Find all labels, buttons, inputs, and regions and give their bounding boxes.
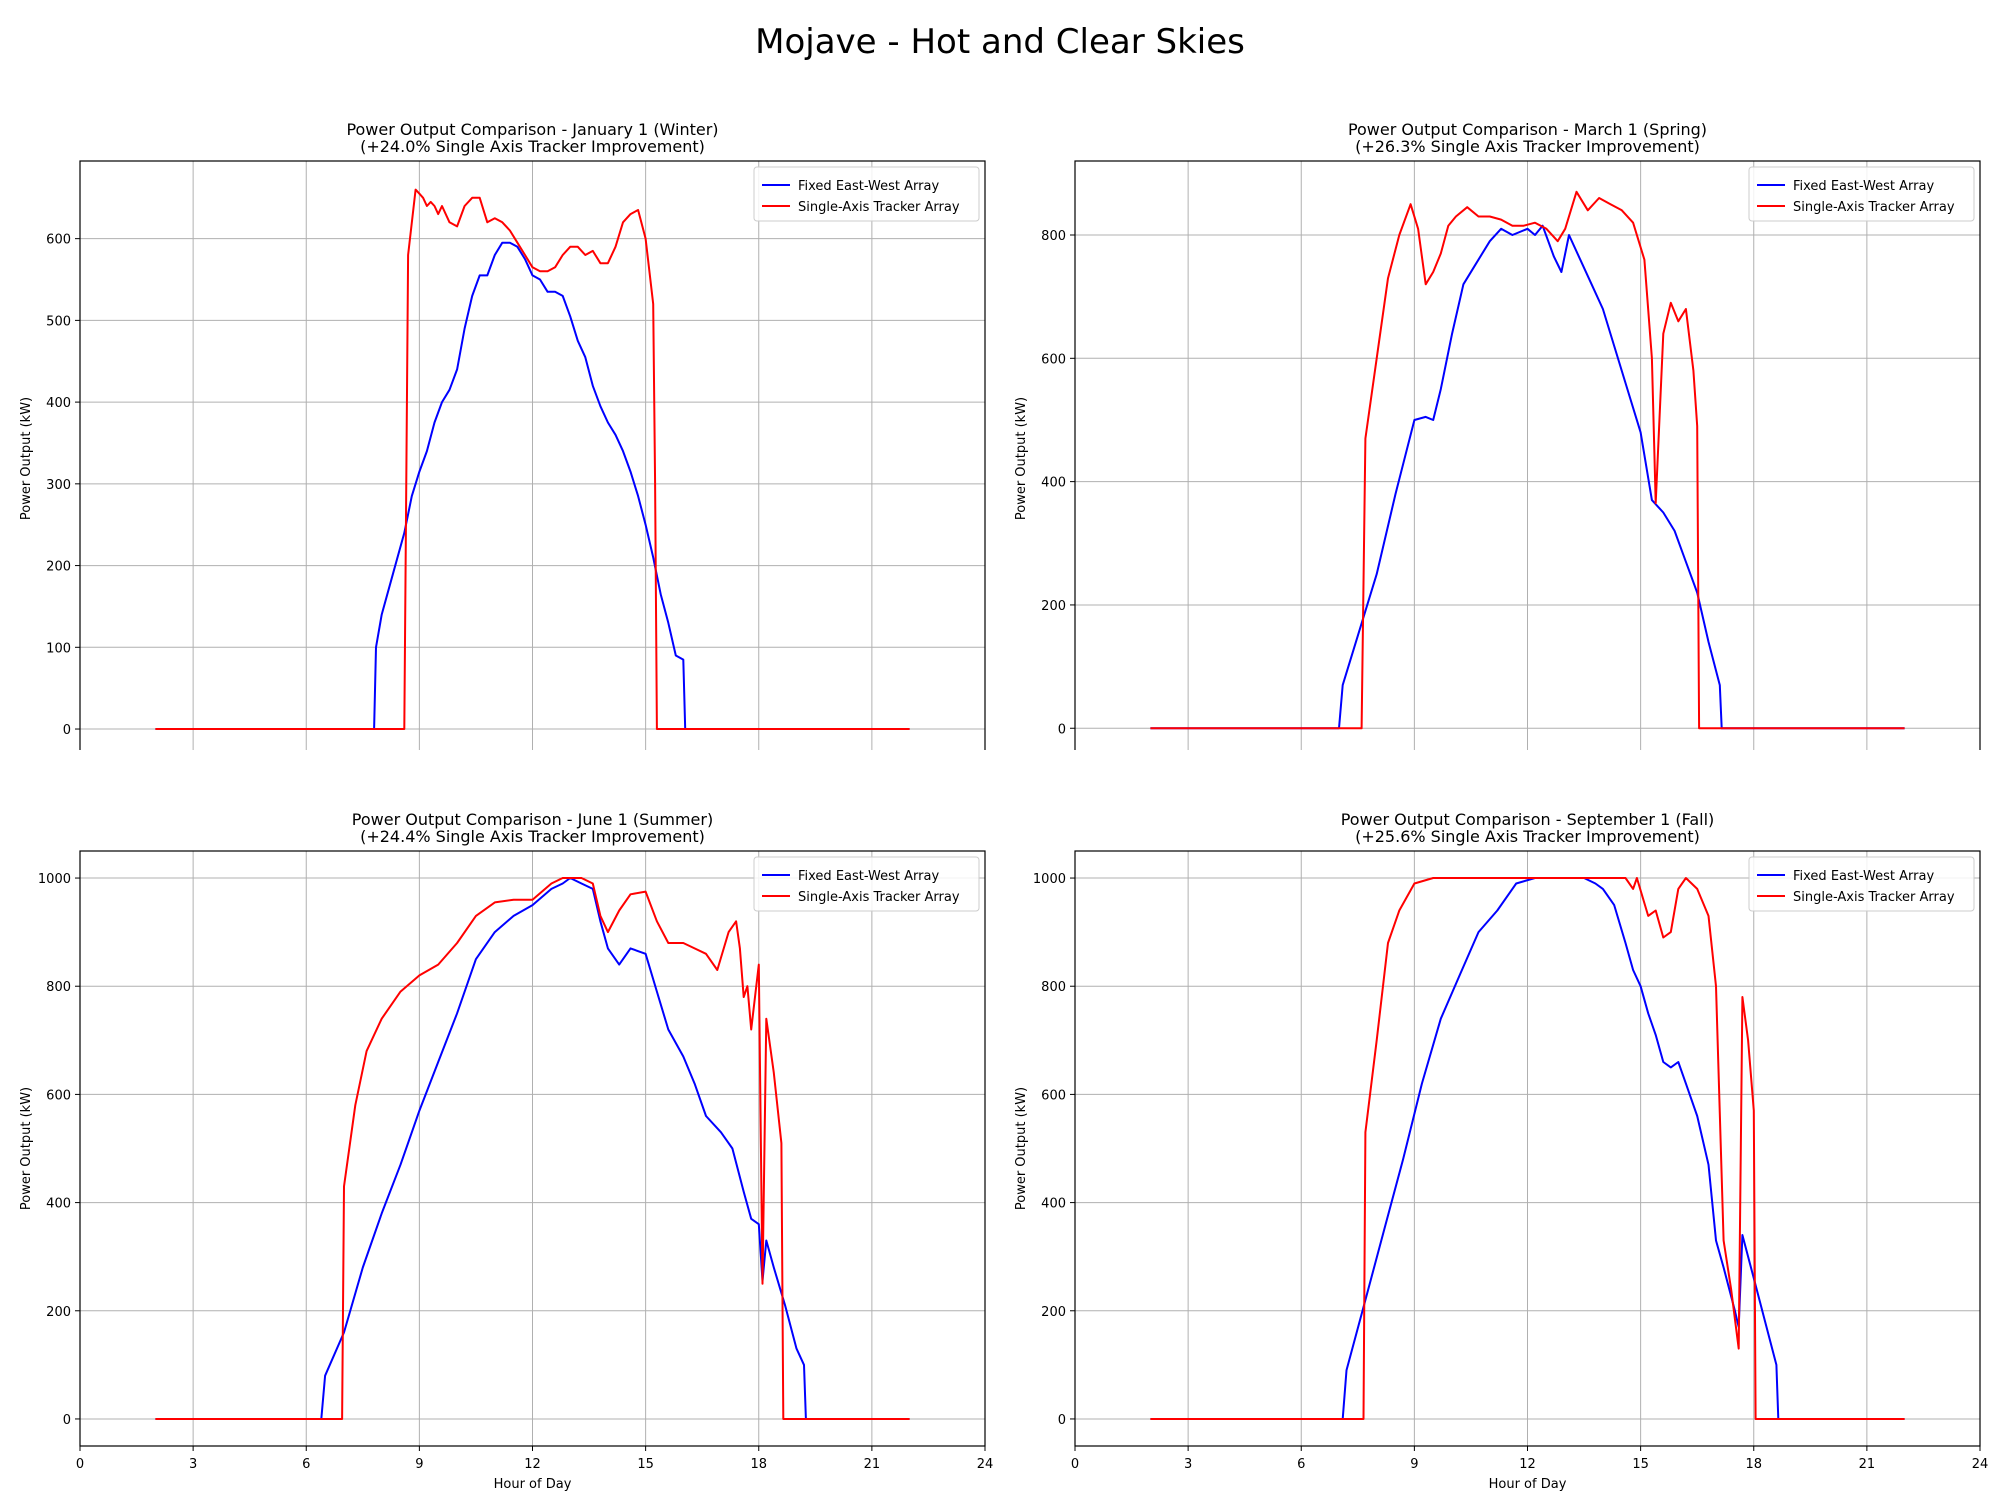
y-tick-label: 1000 [38, 872, 71, 887]
y-tick-label: 200 [1041, 599, 1066, 614]
chart-subtitle: (+24.0% Single Axis Tracker Improvement) [360, 137, 705, 156]
x-tick-label: 24 [1972, 1457, 1989, 1472]
y-tick-label: 0 [63, 1413, 71, 1428]
y-tick-label: 100 [46, 641, 71, 656]
plot-frame [1074, 160, 1981, 750]
x-tick-label: 6 [1297, 1457, 1305, 1472]
y-tick-label: 600 [1041, 1088, 1066, 1103]
chart-title: Power Output Comparison - June 1 (Summer… [352, 810, 713, 829]
chart-fall: Power Output Comparison - September 1 (F… [1014, 810, 1989, 1492]
x-tick-label: 0 [1071, 1457, 1079, 1472]
x-tick-label: 9 [415, 1457, 423, 1472]
x-tick-label: 18 [750, 1457, 767, 1472]
legend-label: Fixed East-West Array [1793, 179, 1934, 194]
series-line-tracker [155, 877, 910, 1420]
y-tick-label: 800 [1041, 229, 1066, 244]
x-tick-label: 3 [189, 1457, 197, 1472]
chart-spring: Power Output Comparison - March 1 (Sprin… [1014, 120, 1981, 750]
y-tick-label: 600 [46, 233, 71, 248]
x-tick-label: 3 [1184, 1457, 1192, 1472]
x-tick-label: 15 [637, 1457, 654, 1472]
x-axis-label: Hour of Day [1489, 1477, 1567, 1492]
y-tick-label: 200 [1041, 1305, 1066, 1320]
x-tick-label: 15 [1632, 1457, 1649, 1472]
y-tick-label: 0 [1058, 1413, 1066, 1428]
x-tick-label: 0 [76, 1457, 84, 1472]
chart-title: Power Output Comparison - September 1 (F… [1341, 810, 1715, 829]
y-axis-label: Power Output (kW) [19, 397, 34, 520]
legend-label: Single-Axis Tracker Array [798, 890, 960, 905]
y-tick-label: 500 [46, 314, 71, 329]
y-tick-label: 400 [1041, 1197, 1066, 1212]
series-line-fixed [155, 241, 910, 730]
y-tick-label: 300 [46, 478, 71, 493]
legend-box [1748, 856, 1975, 912]
x-tick-label: 21 [1859, 1457, 1876, 1472]
chart-winter: Power Output Comparison - January 1 (Win… [19, 120, 986, 750]
series-line-tracker [155, 188, 910, 730]
x-tick-label: 6 [302, 1457, 310, 1472]
x-tick-label: 18 [1745, 1457, 1762, 1472]
x-tick-label: 24 [977, 1457, 994, 1472]
legend-label: Fixed East-West Array [798, 179, 939, 194]
legend-box [1748, 166, 1975, 222]
legend-box [753, 166, 980, 222]
chart-subtitle: (+24.4% Single Axis Tracker Improvement) [360, 827, 705, 846]
y-axis-label: Power Output (kW) [19, 1087, 34, 1210]
y-axis-label: Power Output (kW) [1014, 1087, 1029, 1210]
y-tick-label: 800 [1041, 980, 1066, 995]
y-axis-label: Power Output (kW) [1014, 397, 1029, 520]
y-tick-label: 0 [63, 723, 71, 738]
x-tick-label: 21 [864, 1457, 881, 1472]
y-tick-label: 800 [46, 980, 71, 995]
chart-title: Power Output Comparison - March 1 (Sprin… [1348, 120, 1707, 139]
y-tick-label: 400 [1041, 476, 1066, 491]
series-line-tracker [1150, 877, 1905, 1420]
y-tick-label: 600 [1041, 352, 1066, 367]
figure-title: Mojave - Hot and Clear Skies [755, 22, 1245, 62]
x-tick-label: 12 [1519, 1457, 1536, 1472]
legend-label: Fixed East-West Array [1793, 869, 1934, 884]
y-tick-label: 600 [46, 1088, 71, 1103]
legend-box [753, 856, 980, 912]
series-line-tracker [1150, 190, 1905, 730]
y-tick-label: 200 [46, 1305, 71, 1320]
legend-label: Single-Axis Tracker Array [1793, 200, 1955, 215]
y-tick-label: 1000 [1033, 872, 1066, 887]
y-tick-label: 0 [1058, 722, 1066, 737]
chart-summer: Power Output Comparison - June 1 (Summer… [19, 810, 994, 1492]
plot-frame [79, 160, 986, 750]
chart-title: Power Output Comparison - January 1 (Win… [346, 120, 718, 139]
y-tick-label: 400 [46, 1197, 71, 1212]
x-axis-label: Hour of Day [494, 1477, 572, 1492]
legend-label: Single-Axis Tracker Array [1793, 890, 1955, 905]
series-line-fixed [1150, 877, 1905, 1420]
y-tick-label: 400 [46, 396, 71, 411]
x-tick-label: 12 [524, 1457, 541, 1472]
legend-label: Single-Axis Tracker Array [798, 200, 960, 215]
y-tick-label: 200 [46, 560, 71, 575]
legend-label: Fixed East-West Array [798, 869, 939, 884]
chart-subtitle: (+26.3% Single Axis Tracker Improvement) [1355, 137, 1700, 156]
chart-subtitle: (+25.6% Single Axis Tracker Improvement) [1355, 827, 1700, 846]
x-tick-label: 9 [1410, 1457, 1418, 1472]
